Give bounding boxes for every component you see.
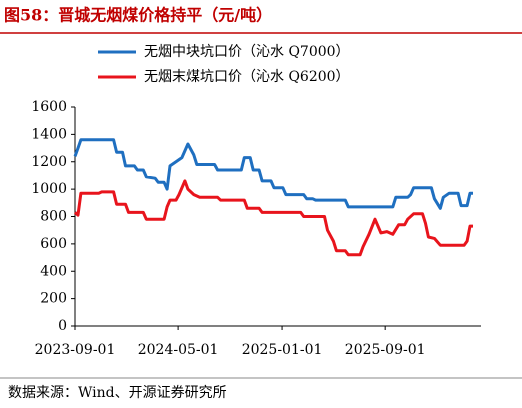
x-tick-label: 2025-01-01 bbox=[242, 342, 323, 358]
y-tick-label: 0 bbox=[58, 318, 67, 334]
series-line bbox=[73, 138, 473, 210]
x-tick-label: 2025-09-01 bbox=[345, 342, 426, 358]
y-tick-label: 200 bbox=[40, 291, 67, 307]
x-tick-label: 2024-05-01 bbox=[138, 342, 219, 358]
y-tick-label: 800 bbox=[40, 209, 67, 225]
x-tick-label: 2023-09-01 bbox=[35, 342, 116, 358]
y-tick-label: 400 bbox=[40, 263, 67, 279]
y-tick-label: 1600 bbox=[31, 99, 67, 115]
series-line bbox=[73, 179, 473, 257]
y-tick-label: 1000 bbox=[31, 181, 67, 197]
y-tick-label: 1200 bbox=[31, 154, 67, 170]
legend-label: 无烟中块坑口价（沁水 Q7000） bbox=[144, 44, 350, 60]
y-tick-label: 600 bbox=[40, 236, 67, 252]
legend-label: 无烟末煤坑口价（沁水 Q6200） bbox=[144, 69, 350, 85]
source: 数据来源：Wind、开源证券研究所 bbox=[8, 385, 227, 401]
y-tick-label: 1400 bbox=[31, 126, 67, 142]
chart-title: 图58：晋城无烟煤价格持平（元/吨） bbox=[4, 6, 272, 25]
